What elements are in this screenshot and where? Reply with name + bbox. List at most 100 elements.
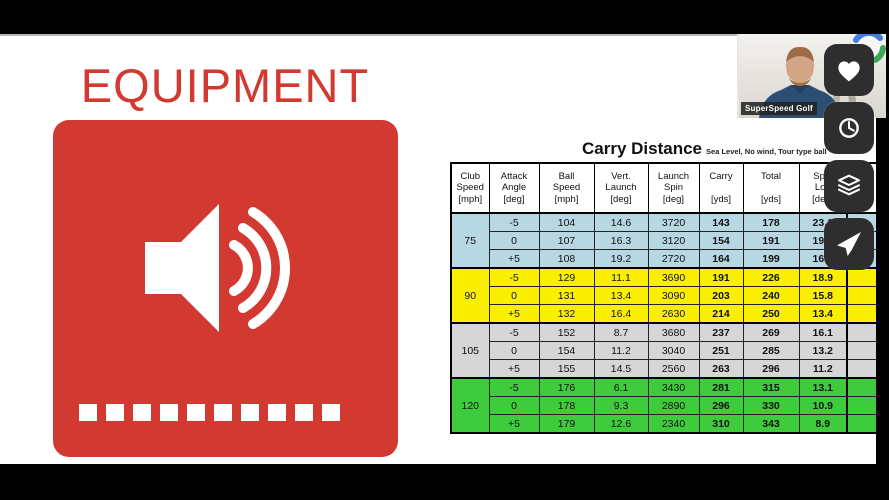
reaction-toolbar xyxy=(824,44,874,270)
table-cell: 296 xyxy=(742,359,800,379)
table-cell: 343 xyxy=(742,414,800,434)
page-title: EQUIPMENT xyxy=(80,59,370,112)
table-cell: 214 xyxy=(698,304,744,324)
table-cell: 240 xyxy=(742,286,800,305)
table-cell: 3120 xyxy=(647,231,700,250)
presentation-slide: EQUIPMENT Carry Distance Sea Level, No wi… xyxy=(0,34,876,464)
table-row: 0 178 9.3 2890 296 330 10.9 xyxy=(451,396,876,415)
table-cell: 6.1 xyxy=(593,377,649,397)
table-cell: 154 xyxy=(698,231,744,250)
table-clipped-cell xyxy=(846,341,876,360)
table-row: 0 154 11.2 3040 251 285 13.2 xyxy=(451,341,876,360)
table-cell: 107 xyxy=(538,231,595,250)
table-title: Carry Distance xyxy=(582,139,703,158)
table-cell: 281 xyxy=(698,377,744,397)
table-cell: 11.1 xyxy=(593,267,649,287)
table-cell: 2720 xyxy=(647,249,700,269)
table-cell: 2630 xyxy=(647,304,700,324)
table-cell: 3690 xyxy=(647,267,700,287)
table-cell: +5 xyxy=(488,414,540,434)
table-cell: 2340 xyxy=(647,414,700,434)
table-cell: 131 xyxy=(538,286,595,305)
table-cell: 11.2 xyxy=(798,359,848,379)
table-cell: 3720 xyxy=(647,212,700,232)
table-header-row: Club Speed [mph] Attack Angle [deg] Ball Speed[… xyxy=(450,162,876,214)
progress-square xyxy=(268,404,286,421)
table-cell: 11.2 xyxy=(593,341,649,360)
table-cell: 251 xyxy=(698,341,744,360)
table-cell: 16.3 xyxy=(593,231,649,250)
table-cell: 191 xyxy=(742,231,800,250)
send-button[interactable] xyxy=(824,218,874,270)
table-cell: 179 xyxy=(538,414,595,434)
table-cell: 13.2 xyxy=(798,341,848,360)
heart-icon xyxy=(838,61,860,82)
table-cell: 0 xyxy=(488,396,540,415)
table-cell: 155 xyxy=(538,359,595,379)
table-header-cell: Carry [yds] xyxy=(698,162,744,214)
table-row: +5 108 19.2 2720 164 199 16.8 xyxy=(451,249,876,269)
clock-icon xyxy=(839,118,859,138)
progress-square xyxy=(214,404,232,421)
table-cell: -5 xyxy=(488,267,540,287)
table-cell: 269 xyxy=(742,322,800,342)
table-cell: 16.1 xyxy=(798,322,848,342)
table-cell: -5 xyxy=(488,377,540,397)
table-cell: 3090 xyxy=(647,286,700,305)
table-cell: 2890 xyxy=(647,396,700,415)
table-cell: 14.6 xyxy=(593,212,649,232)
table-clipped-cell xyxy=(846,286,876,305)
carry-distance-section: Carry Distance Sea Level, No wind, Tour t… xyxy=(450,139,876,434)
table-cell: -5 xyxy=(488,212,540,232)
heart-button[interactable] xyxy=(824,44,874,96)
table-cell: 12.6 xyxy=(593,414,649,434)
table-header-cell: Ball Speed [mph] xyxy=(538,162,595,214)
clock-button[interactable] xyxy=(824,102,874,154)
table-row: 0 107 16.3 3120 154 191 19.2 xyxy=(451,231,876,250)
carry-distance-table: Club Speed [mph] Attack Angle [deg] Ball Speed[… xyxy=(450,162,876,434)
table-cell: 143 xyxy=(698,212,744,232)
layers-button[interactable] xyxy=(824,160,874,212)
table-cell: 8.7 xyxy=(593,322,649,342)
table-header-cell: Total [yds] xyxy=(742,162,800,214)
club-speed-cell: 75 xyxy=(450,212,490,269)
table-row: 90 -5 129 11.1 3690 191 226 18.9 xyxy=(450,267,876,324)
table-cell: +5 xyxy=(488,249,540,269)
table-header-cell: Launch Spin [deg] xyxy=(647,162,700,214)
table-cell: 203 xyxy=(698,286,744,305)
table-cell: 176 xyxy=(538,377,595,397)
table-cell: 164 xyxy=(698,249,744,269)
table-cell: 199 xyxy=(742,249,800,269)
table-cell: 3040 xyxy=(647,341,700,360)
table-cell: 310 xyxy=(698,414,744,434)
table-clipped-cell xyxy=(846,359,876,379)
table-cell: 14.5 xyxy=(593,359,649,379)
progress-square xyxy=(241,404,259,421)
audio-tile xyxy=(53,120,398,457)
table-cell: 226 xyxy=(742,267,800,287)
progress-square xyxy=(295,404,313,421)
table-row: +5 179 12.6 2340 310 343 8.9 xyxy=(451,414,876,434)
club-speed-cell: 90 xyxy=(450,267,490,324)
table-cell: 129 xyxy=(538,267,595,287)
progress-square xyxy=(187,404,205,421)
webcam-name-badge: SuperSpeed Golf xyxy=(741,102,817,115)
table-clipped-cell xyxy=(846,414,876,434)
table-cell: 178 xyxy=(538,396,595,415)
table-cell: 178 xyxy=(742,212,800,232)
club-speed-cell: 105 xyxy=(450,322,490,379)
table-cell: +5 xyxy=(488,304,540,324)
table-row: 120 -5 176 6.1 3430 281 315 13.1 xyxy=(450,377,876,434)
table-row: +5 155 14.5 2560 263 296 11.2 xyxy=(451,359,876,379)
progress-squares xyxy=(79,404,340,421)
table-subtitle: Sea Level, No wind, Tour type ball xyxy=(706,147,827,156)
table-cell: 285 xyxy=(742,341,800,360)
table-cell: 296 xyxy=(698,396,744,415)
club-speed-cell: 120 xyxy=(450,377,490,434)
table-cell: 330 xyxy=(742,396,800,415)
table-header-cell: Vert. Launch [deg] xyxy=(593,162,649,214)
table-clipped-cell xyxy=(846,396,876,415)
table-cell: -5 xyxy=(488,322,540,342)
table-cell: +5 xyxy=(488,359,540,379)
letterbox-right-strip xyxy=(876,0,889,500)
